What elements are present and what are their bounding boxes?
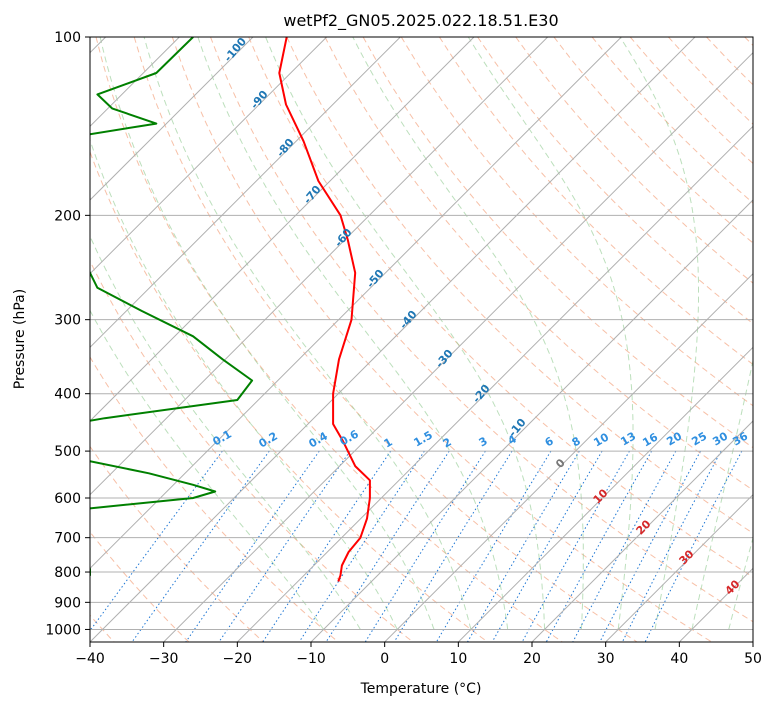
mixing-ratio-line bbox=[262, 450, 392, 642]
moist-adiabat-line bbox=[90, 309, 325, 630]
axis-ticks: −40 −30 −20 −10 0 10 20 30 40 50 1000 900 800 700 600 5… bbox=[45, 30, 762, 667]
isotherm-line bbox=[752, 641, 753, 642]
y-tick-label: 500 bbox=[54, 444, 81, 460]
moist-adiabat-line bbox=[728, 536, 753, 630]
moist-adiabat-line bbox=[197, 37, 509, 630]
profiles bbox=[90, 37, 371, 582]
plot-frame bbox=[89, 36, 754, 643]
y-tick-label: 200 bbox=[54, 208, 81, 224]
isotherm-line bbox=[531, 420, 753, 642]
mixing-ratio-line bbox=[90, 450, 223, 632]
dry-adiabat-line bbox=[438, 37, 753, 366]
isotherm-line bbox=[310, 199, 753, 642]
x-tick-label: −40 bbox=[75, 651, 105, 667]
x-tick-label: −20 bbox=[223, 651, 253, 667]
moist-adiabat-line bbox=[352, 37, 584, 630]
y-tick-label: 800 bbox=[54, 565, 81, 581]
x-axis-label: Temperature (°C) bbox=[360, 681, 482, 697]
isotherm-line bbox=[384, 272, 753, 642]
isotherm-line bbox=[605, 493, 753, 642]
x-tick-label: 0 bbox=[380, 651, 389, 667]
moist-adiabat-line bbox=[467, 37, 634, 630]
dry-adiabat-line bbox=[210, 37, 753, 623]
moist-adiabat-line bbox=[90, 138, 398, 630]
plot-area bbox=[90, 37, 753, 642]
mixing-ratio-line bbox=[218, 450, 351, 642]
moist-adiabat-line bbox=[90, 235, 361, 630]
x-tick-label: 50 bbox=[744, 651, 762, 667]
mixing-ratio-line bbox=[491, 450, 603, 642]
dry-adiabat-line bbox=[90, 445, 264, 642]
mixing-ratio-line bbox=[298, 450, 425, 642]
y-tick-label: 700 bbox=[54, 531, 81, 547]
isotherm-line bbox=[236, 125, 753, 642]
isotherm-line bbox=[90, 37, 475, 422]
mixing-ratio-line bbox=[644, 450, 743, 642]
moist-adiabat-line bbox=[691, 358, 753, 630]
moist-adiabat-line bbox=[265, 37, 546, 630]
chart-title: wetPf2_GN05.2025.022.18.51.E30 bbox=[283, 11, 558, 31]
y-tick-label: 300 bbox=[54, 313, 81, 329]
grid bbox=[90, 37, 753, 642]
isotherm-line bbox=[90, 37, 328, 275]
temperature-profile-line bbox=[278, 37, 371, 582]
y-tick-label: 900 bbox=[54, 595, 81, 611]
moist-adiabat-line bbox=[619, 37, 699, 630]
x-tick-label: 40 bbox=[670, 651, 688, 667]
dry-adiabat-line bbox=[324, 37, 753, 491]
isotherm-line bbox=[90, 37, 401, 349]
x-tick-label: −10 bbox=[296, 651, 326, 667]
y-tick-label: 1000 bbox=[45, 622, 81, 638]
mixing-ratio-line bbox=[185, 450, 320, 642]
mixing-ratio-line bbox=[545, 450, 653, 642]
isotherm-line bbox=[90, 37, 696, 642]
y-tick-label: 600 bbox=[54, 491, 81, 507]
dry-adiabat-line bbox=[90, 150, 488, 642]
dewpoint-profile-line bbox=[90, 37, 254, 577]
dry-adiabat-line bbox=[477, 37, 753, 325]
dry-adiabat-line bbox=[248, 37, 753, 578]
mixing-ratio-line bbox=[572, 450, 677, 642]
dry-adiabat-line bbox=[90, 356, 339, 642]
isotherm-line bbox=[90, 37, 254, 201]
x-tick-label: 10 bbox=[449, 651, 467, 667]
mixing-ratio-line bbox=[521, 450, 630, 642]
x-tick-label: −30 bbox=[149, 651, 179, 667]
y-axis-label: Pressure (hPa) bbox=[12, 289, 28, 389]
x-tick-label: 30 bbox=[597, 651, 615, 667]
isotherm-line bbox=[90, 37, 622, 570]
mixing-ratio-line bbox=[621, 450, 722, 642]
y-tick-label: 400 bbox=[54, 387, 81, 403]
isotherm-line bbox=[163, 51, 753, 642]
isotherm-line bbox=[457, 346, 753, 642]
isotherm-line bbox=[90, 37, 549, 496]
x-tick-label: 20 bbox=[523, 651, 541, 667]
moist-adiabat-line bbox=[143, 37, 472, 630]
y-tick-label: 100 bbox=[54, 30, 81, 46]
mixing-ratio-line bbox=[599, 450, 701, 642]
dry-adiabat-line bbox=[95, 37, 563, 642]
dry-adiabat-line bbox=[133, 37, 638, 642]
moist-adiabat-line bbox=[99, 37, 435, 630]
